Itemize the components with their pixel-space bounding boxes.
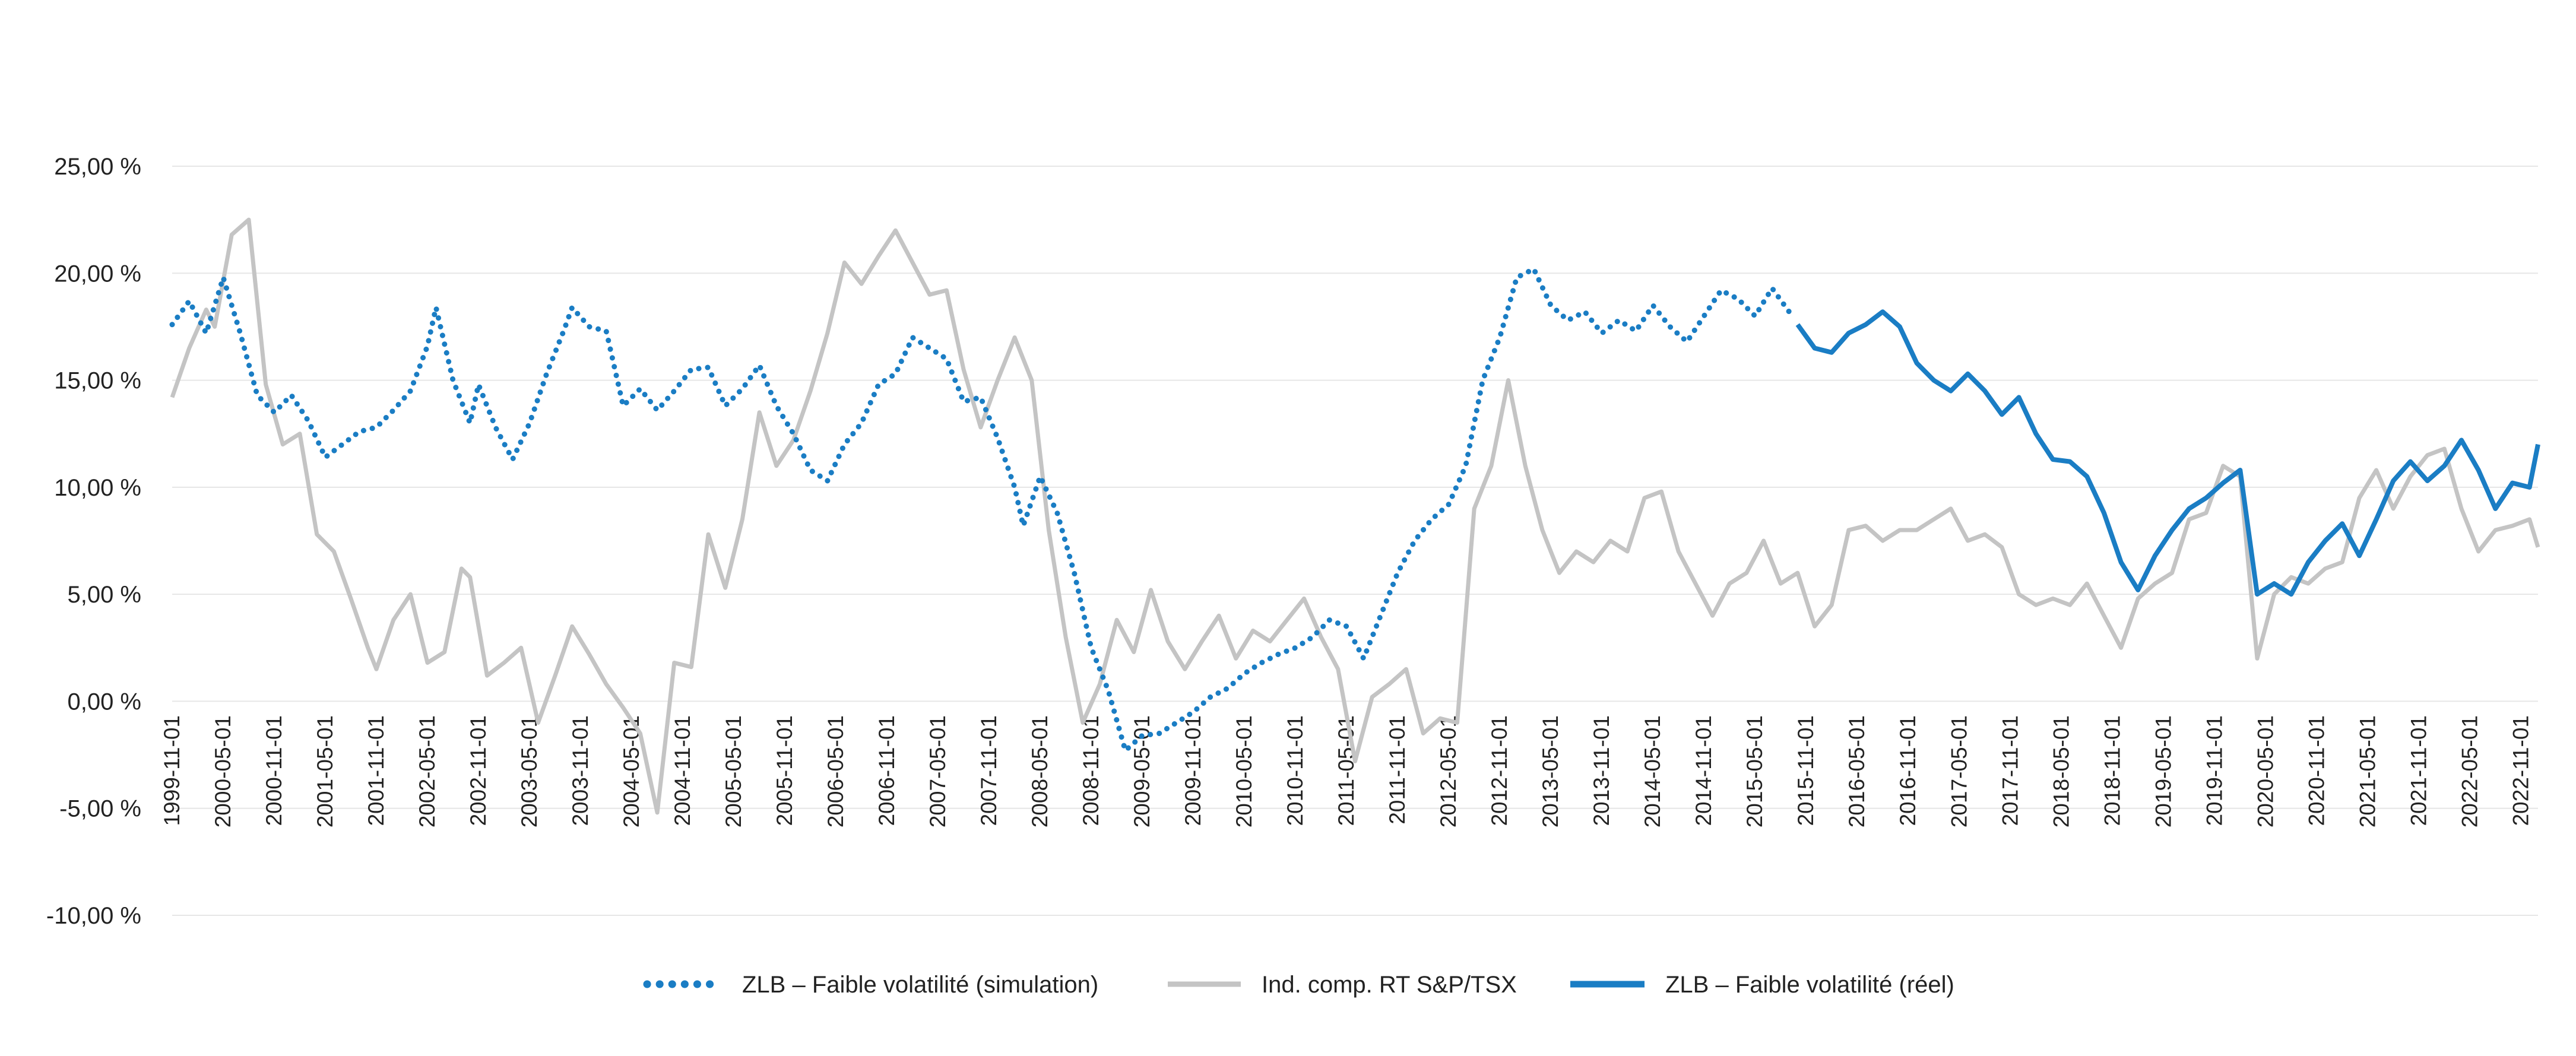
x-tick-label: 2011-05-01 [1334,715,1358,826]
x-tick-label: 2008-11-01 [1079,715,1103,826]
x-tick-label: 2001-05-01 [313,715,337,827]
x-tick-label: 2014-11-01 [1691,715,1716,826]
x-tick-label: 2014-05-01 [1640,715,1665,827]
x-tick-label: 2013-05-01 [1538,715,1563,827]
x-tick-label: 2016-05-01 [1845,715,1869,827]
x-tick-label: 2010-05-01 [1232,715,1256,827]
legend-label-2: ZLB – Faible volatilité (réel) [1665,972,1954,998]
x-tick-label: 2002-05-01 [415,715,439,827]
x-tick-label: 2011-11-01 [1385,715,1409,824]
x-tick-label: 2006-11-01 [874,715,899,826]
x-tick-label: 2003-05-01 [517,715,541,827]
x-tick-label: 2016-11-01 [1896,715,1920,826]
x-tick-label: 2019-11-01 [2202,715,2226,826]
x-tick-label: 2019-05-01 [2151,715,2175,827]
x-tick-label: 2012-11-01 [1487,715,1512,826]
y-tick-label: 15,00 % [54,368,141,394]
x-tick-label: 2006-05-01 [823,715,848,827]
x-tick-label: 2017-11-01 [1998,715,2022,826]
x-tick-label: 2005-11-01 [772,715,797,826]
x-tick-label: 2013-11-01 [1589,715,1614,826]
y-tick-label: -10,00 % [46,903,141,929]
y-tick-label: 5,00 % [67,582,141,608]
y-tick-label: -5,00 % [59,796,141,822]
x-tick-label: 2003-11-01 [568,715,592,826]
x-tick-label: 2017-05-01 [1947,715,1971,827]
grid [172,166,2538,916]
y-tick-label: 20,00 % [54,261,141,287]
x-tick-label: 2004-11-01 [670,715,695,826]
series-line-1 [170,217,2540,815]
x-tick-label: 2009-11-01 [1181,715,1205,826]
legend-label-1: Ind. comp. RT S&P/TSX [1262,972,1517,998]
x-tick-label: 2012-05-01 [1436,715,1460,827]
series-line-0 [169,266,1792,753]
legend: ZLB – Faible volatilité (simulation) Ind.… [643,972,1954,998]
x-tick-label: 2010-11-01 [1283,715,1307,826]
series-lines [169,217,2540,815]
x-tick-label: 2021-11-01 [2406,715,2431,826]
x-tick-label: 2021-05-01 [2355,715,2379,827]
x-tick-label: 2007-11-01 [977,715,1001,826]
y-axis-tick-labels: 25,00 % 20,00 % 15,00 % 10,00 % 5,00 % 0,00 %… [46,154,141,929]
x-tick-label: 2015-11-01 [1794,715,1818,826]
x-tick-label: 2020-05-01 [2253,715,2277,827]
y-tick-label: 25,00 % [54,154,141,180]
x-tick-label: 2000-11-01 [262,715,286,826]
x-tick-label: 2022-11-01 [2508,715,2533,826]
x-tick-label: 2005-05-01 [721,715,746,827]
series-line-2 [1795,309,2540,597]
x-tick-label: 2015-05-01 [1742,715,1767,827]
x-tick-label: 1999-11-01 [160,715,184,826]
x-tick-label: 2000-05-01 [211,715,235,827]
y-tick-label: 0,00 % [67,689,141,715]
legend-label-0: ZLB – Faible volatilité (simulation) [742,972,1098,998]
x-tick-label: 2002-11-01 [466,715,490,826]
x-tick-label: 2022-05-01 [2457,715,2482,827]
y-tick-label: 10,00 % [54,475,141,501]
x-tick-label: 2018-05-01 [2049,715,2073,827]
x-tick-label: 2007-05-01 [926,715,950,827]
x-tick-label: 2020-11-01 [2304,715,2328,826]
x-tick-label: 2001-11-01 [364,715,388,826]
x-tick-label: 2018-11-01 [2100,715,2124,826]
x-tick-label: 2008-05-01 [1028,715,1052,827]
x-axis-tick-labels: 1999-11-01 2000-05-01 2000-11-01 2001-05-01… [160,715,2533,827]
